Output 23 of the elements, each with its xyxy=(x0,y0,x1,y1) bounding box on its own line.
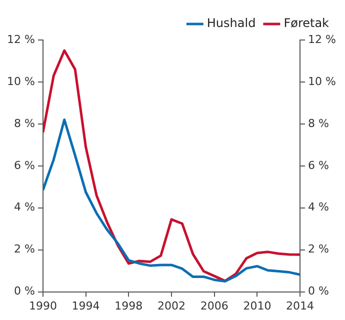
y2-tick-label: 6 % xyxy=(308,158,330,172)
x-tick-label: 2014 xyxy=(286,299,314,312)
x-tick-label: 2010 xyxy=(243,299,272,312)
x-tick-label: 1994 xyxy=(72,299,100,312)
x-tick-label: 1990 xyxy=(28,299,57,312)
y2-tick-label: 8 % xyxy=(308,116,330,130)
y-tick-label: 0 % xyxy=(14,284,35,298)
x-tick-label: 2006 xyxy=(200,299,228,312)
y-tick-label: 12 % xyxy=(6,32,35,46)
x-tick-label: 2002 xyxy=(158,299,186,312)
y2-tick-label: 12 % xyxy=(308,32,336,46)
y2-tick-label: 4 % xyxy=(308,200,330,214)
legend-label: Føretak xyxy=(284,16,330,30)
y-tick-label: 4 % xyxy=(14,200,35,214)
y-tick-label: 10 % xyxy=(6,74,35,88)
y2-tick-label: 0 % xyxy=(308,284,330,298)
x-tick-label: 1998 xyxy=(114,299,143,312)
y-tick-label: 6 % xyxy=(14,158,35,172)
y2-tick-label: 2 % xyxy=(308,242,330,256)
y2-tick-label: 10 % xyxy=(308,74,336,88)
legend-label: Hushald xyxy=(206,16,256,30)
y-tick-label: 8 % xyxy=(14,116,35,130)
y-tick-label: 2 % xyxy=(14,242,35,256)
